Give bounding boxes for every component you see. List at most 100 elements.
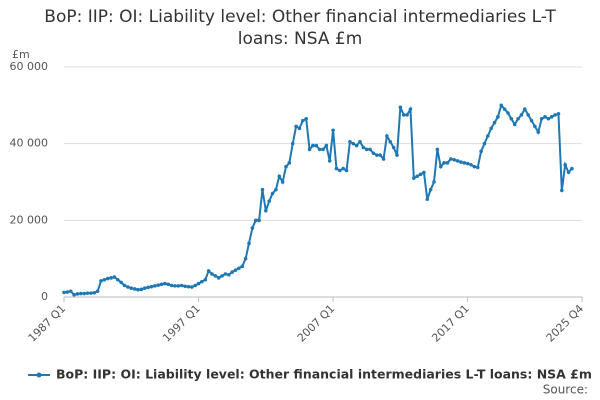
legend-marker [36,372,42,378]
point [334,166,339,171]
point [526,113,530,117]
point [230,270,234,274]
point [146,285,150,290]
point [223,272,228,276]
point [153,284,157,288]
point [210,272,214,276]
point [381,157,386,161]
chart-title: BoP: IIP: OI: Liability level: Other fin… [44,7,556,49]
point [149,284,154,289]
point [112,275,117,279]
point [445,161,450,165]
point [270,191,275,196]
point [62,290,66,295]
point [247,241,251,246]
point [183,284,187,289]
point [539,116,544,121]
point [479,149,483,154]
point [92,290,97,295]
point [361,145,366,150]
point [512,122,517,127]
point [566,170,571,175]
point [549,115,554,119]
point [216,276,221,280]
point [122,283,127,288]
point [159,282,164,287]
point [472,164,477,169]
point [489,126,493,131]
point [260,187,265,192]
point [432,180,436,184]
point [79,291,83,296]
point [277,174,282,179]
point [536,130,541,134]
point [358,139,362,144]
point [364,147,369,152]
point [502,107,507,111]
series-line [63,103,573,296]
point [237,266,241,271]
point [190,285,194,289]
point [267,199,271,203]
point [482,141,487,146]
point [297,126,302,131]
point [163,281,167,286]
point [455,159,460,163]
point [72,292,76,297]
point [200,279,204,284]
point [425,197,430,202]
point [492,120,497,125]
point [533,124,537,129]
point [227,272,231,277]
point [486,134,490,138]
point [99,279,103,283]
x-tick-label: 1987 Q1 [26,302,69,345]
point [543,115,547,119]
point [418,172,423,177]
x-tick-label: 2017 Q1 [429,302,472,345]
y-axis-label: £m [12,48,30,61]
point [405,113,409,117]
point [341,166,345,171]
point [311,143,315,148]
point [116,277,120,282]
point [499,103,504,108]
point [560,188,564,193]
point [129,286,134,290]
point [203,277,208,282]
point [173,284,177,288]
point [136,287,140,292]
point [304,116,308,121]
point [327,159,332,163]
point [331,128,335,133]
point [385,134,389,138]
point [506,111,510,115]
y-tick-label: 60 000 [10,60,49,73]
point [509,116,514,121]
point [119,280,123,285]
point [368,147,372,152]
point [284,164,288,169]
point [371,151,376,156]
point [452,157,456,162]
point [348,139,352,144]
point [95,289,100,294]
point [139,287,144,292]
point [321,147,325,152]
point [438,164,443,169]
point [442,161,446,165]
legend-label: BoP: IIP: OI: Liability level: Other fin… [56,367,592,382]
point [169,283,174,288]
point [338,168,342,173]
point [196,281,201,286]
point [65,290,70,294]
source: Source: [543,383,588,397]
point [428,187,433,192]
point [496,115,500,119]
point [354,143,359,148]
point [250,226,255,230]
point [391,145,396,150]
point [351,141,356,146]
point [523,107,527,111]
